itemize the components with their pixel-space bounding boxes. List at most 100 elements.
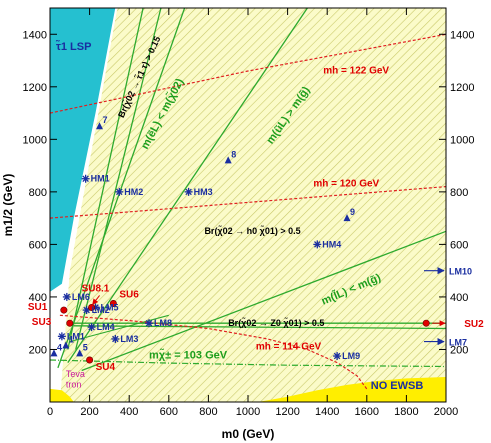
su-label-SU1: SU1 — [28, 302, 48, 313]
higgs-label-120: mh = 120 GeV — [313, 179, 379, 190]
lm-label-LM10: LM10 — [449, 267, 472, 277]
y-axis-label: m1/2 (GeV) — [1, 174, 15, 237]
y-tick-label-200: 200 — [29, 344, 47, 356]
x-tick-label-2000: 2000 — [434, 406, 458, 418]
hm-label-HM1: HM1 — [91, 174, 110, 184]
x-tick-label-1400: 1400 — [315, 406, 339, 418]
lm-label-LM7: LM7 — [449, 338, 467, 348]
chargino-contour — [49, 359, 447, 368]
x-tick-label-1200: 1200 — [275, 406, 299, 418]
hatched-region — [59, 8, 447, 402]
green-line-br-slepton — [75, 7, 162, 350]
hm-label-HM4: HM4 — [322, 239, 341, 249]
lm-label-LM3: LM3 — [120, 334, 138, 344]
tevatron-label-2: tron — [66, 380, 82, 390]
lm-label-LM2: LM2 — [92, 305, 110, 315]
su-label-SU6: SU6 — [119, 290, 139, 301]
lm-point-LM6 — [62, 292, 71, 301]
green-line-3 — [81, 230, 447, 372]
y-tick-label-400: 400 — [29, 292, 47, 304]
y-tick-label-800: 800 — [29, 187, 47, 199]
y-tick-label-right-200: 200 — [450, 344, 468, 356]
y-tick-label-1400: 1400 — [23, 29, 47, 41]
hm-point-HM1 — [81, 174, 90, 183]
x-axis-label: m0 (GeV) — [222, 427, 275, 441]
y-tick-label-right-400: 400 — [450, 292, 468, 304]
su-arrow-SU8.1 — [92, 295, 100, 305]
y-tick-label-right-1400: 1400 — [450, 29, 474, 41]
numbered-point-4 — [50, 349, 58, 357]
higgs-label-122: mh = 122 GeV — [323, 66, 389, 77]
su-label-SU8.1: SU8.1 — [82, 283, 110, 294]
su-label-SU4: SU4 — [96, 362, 116, 373]
numbered-point-7 — [96, 122, 103, 130]
su-point-SU3 — [66, 319, 74, 327]
x-tick-label-200: 200 — [80, 406, 98, 418]
y-tick-label-600: 600 — [29, 239, 47, 251]
lm-label-LM1: LM1 — [67, 331, 85, 341]
lm-point-LM4 — [87, 323, 96, 332]
su-label-SU2: SU2 — [464, 319, 484, 330]
numbered-label-7: 7 — [103, 115, 108, 125]
numbered-label-4: 4 — [57, 342, 62, 352]
lm-label-LM5: LM5 — [101, 302, 119, 312]
numbered-label-5: 5 — [83, 342, 88, 352]
hm-point-HM2 — [115, 187, 124, 196]
green-line-br-stau — [67, 7, 144, 350]
higgs-label-114: mh = 114 GeV — [256, 341, 322, 352]
y-tick-label-right-800: 800 — [450, 187, 468, 199]
numbered-label-9: 9 — [350, 207, 355, 217]
su-point-SU1 — [60, 306, 68, 314]
numbered-point-8 — [224, 156, 232, 164]
lm-label-LM4: LM4 — [97, 322, 115, 332]
y-tick-label-1200: 1200 — [23, 82, 47, 94]
green-line-lower — [69, 314, 169, 343]
stau-lsp-region — [50, 8, 116, 292]
y-tick-label-right-1000: 1000 — [450, 134, 474, 146]
x-tick-label-600: 600 — [160, 406, 178, 418]
chargino-label: mχ̃± = 103 GeV — [149, 349, 228, 362]
y-tick-label-1000: 1000 — [23, 134, 47, 146]
hm-label-HM3: HM3 — [194, 187, 213, 197]
br-label-z: Br(χ̃02 → Z0 χ̃01) > 0.5 — [228, 317, 324, 328]
tevatron-region — [50, 388, 74, 402]
higgs-contour-1 — [49, 33, 447, 114]
su-point-SU4 — [86, 356, 94, 364]
higgs-contour-3 — [59, 314, 368, 390]
green-line-1 — [57, 7, 186, 369]
stau-lsp-label: τ̃1 LSP — [56, 40, 92, 53]
lm-point-LM8 — [145, 319, 153, 328]
numbered-label-8: 8 — [231, 149, 236, 159]
x-tick-label-0: 0 — [47, 406, 53, 418]
no-ewsb-region — [257, 377, 446, 402]
x-tick-label-1600: 1600 — [355, 406, 379, 418]
numbered-point-9 — [343, 214, 351, 222]
lm-point-LM9 — [333, 352, 342, 361]
lm-label-LM9: LM9 — [342, 351, 360, 361]
no-ewsb-label: NO EWSB — [371, 380, 424, 392]
x-tick-label-400: 400 — [120, 406, 138, 418]
lm-label-LM8: LM8 — [154, 318, 172, 328]
hm-point-HM3 — [184, 187, 193, 196]
higgs-contour-2 — [49, 186, 447, 219]
green-line-5 — [73, 325, 447, 330]
x-tick-label-800: 800 — [199, 406, 217, 418]
lm-label-LM6: LM6 — [72, 292, 90, 302]
lm-point-LM3 — [111, 334, 120, 343]
x-tick-label-1000: 1000 — [236, 406, 260, 418]
y-tick-label-right-1200: 1200 — [450, 82, 474, 94]
numbered-label-1: 1 — [69, 335, 74, 345]
su-label-SU3: SU3 — [32, 317, 52, 328]
tevatron-label-1: Teva — [66, 369, 85, 379]
su-point-SU2 — [422, 319, 430, 327]
br-label-higgs: Br(χ̃02 → h0 χ̃01) > 0.5 — [204, 225, 300, 236]
hm-point-HM4 — [313, 240, 322, 249]
hm-label-HM2: HM2 — [124, 187, 143, 197]
x-tick-label-1800: 1800 — [394, 406, 418, 418]
su-point-SU6 — [109, 299, 117, 307]
su-point-SU8.1 — [88, 303, 96, 311]
numbered-point-1 — [62, 341, 70, 349]
y-tick-label-right-600: 600 — [450, 239, 468, 251]
numbered-point-5 — [76, 349, 84, 357]
